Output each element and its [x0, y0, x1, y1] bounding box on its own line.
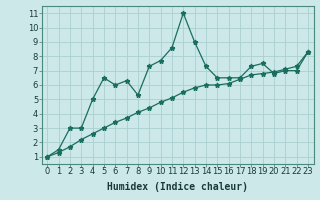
X-axis label: Humidex (Indice chaleur): Humidex (Indice chaleur): [107, 182, 248, 192]
